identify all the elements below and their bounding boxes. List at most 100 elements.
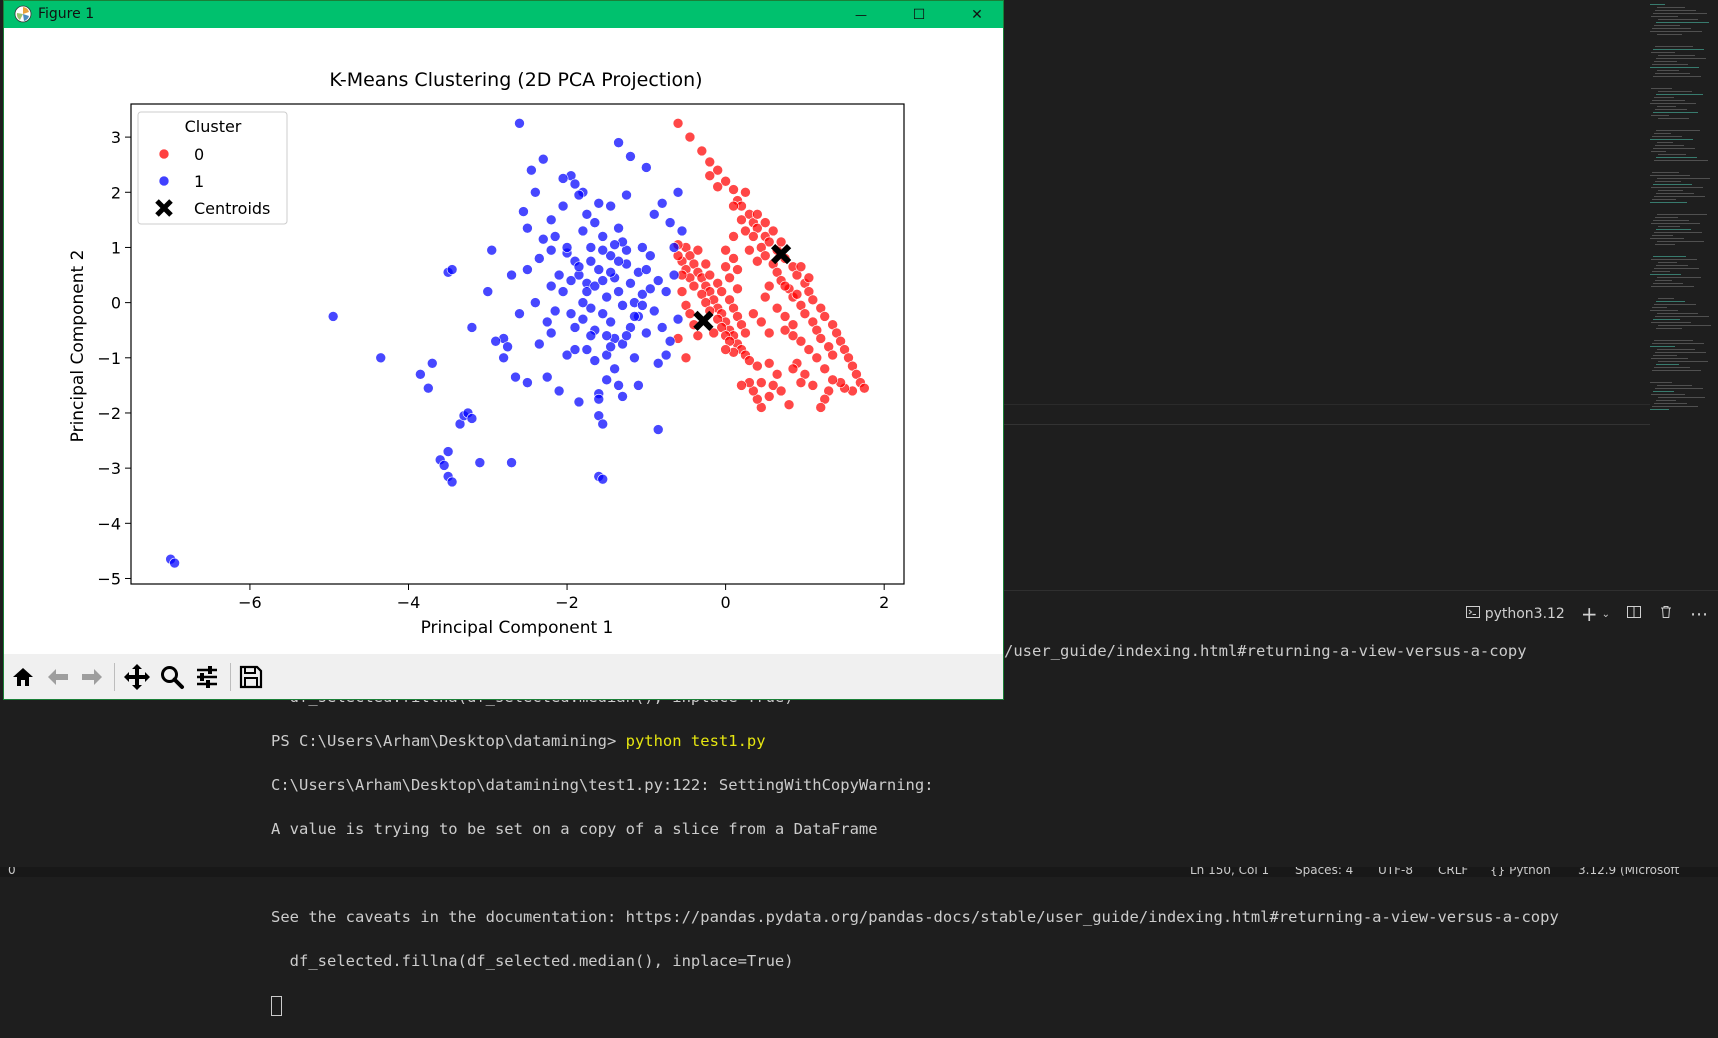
cluster-0-point (755, 377, 767, 388)
subplots-button[interactable] (193, 663, 221, 691)
terminal-output[interactable]: df_selected.fillna(df_selected.median(),… (271, 664, 1711, 1038)
terminal-cursor (271, 995, 282, 1016)
cluster-1-point (593, 198, 605, 209)
minimap-line (1650, 409, 1669, 410)
legend-label-centroids: Centroids (194, 199, 270, 218)
cluster-0-point (700, 258, 712, 270)
cluster-1-point (502, 341, 513, 353)
status-language[interactable]: {} Python (1490, 867, 1551, 877)
status-encoding[interactable]: UTF-8 (1378, 867, 1413, 877)
plot-canvas[interactable]: K-Means Clustering (2D PCA Projection) −… (4, 28, 1003, 654)
minimap-line (1652, 136, 1682, 137)
minimap-line (1653, 256, 1686, 257)
cluster-1-point (581, 286, 593, 297)
cluster-0-point (763, 280, 775, 292)
status-interpreter[interactable]: 3.12.9 (Microsoft Store) (1578, 867, 1680, 877)
cluster-0-point (787, 363, 799, 375)
cluster-1-point (617, 300, 628, 311)
cluster-0-point (775, 385, 787, 397)
cluster-1-point (557, 286, 569, 297)
cluster-1-point (625, 278, 636, 289)
minimap-line (1653, 49, 1704, 50)
cluster-0-point (787, 319, 799, 330)
minimap-line (1653, 283, 1683, 284)
x-axis-label: Principal Component 1 (421, 618, 614, 638)
minimap-line (1655, 388, 1703, 389)
minimap-line (1653, 112, 1698, 113)
minimap-line (1657, 385, 1692, 386)
minimap-line (1658, 55, 1695, 56)
editor-minimap[interactable] (1650, 0, 1718, 420)
status-cursor-position[interactable]: Ln 150, Col 1 (1190, 867, 1270, 877)
terminal-command: python test1.py (625, 732, 766, 750)
cluster-1-point (446, 476, 458, 488)
cluster-0-point (684, 131, 696, 143)
minimap-line (1656, 130, 1700, 131)
minimap-line (1653, 13, 1707, 14)
home-button[interactable] (9, 663, 37, 691)
trash-icon[interactable] (1658, 604, 1674, 624)
cluster-1-point (327, 311, 339, 322)
minimap-line (1655, 109, 1687, 110)
cluster-1-point (664, 335, 676, 347)
maximize-button[interactable]: ☐ (896, 1, 942, 28)
toolbar-separator (230, 663, 231, 691)
cluster-0-point (744, 244, 755, 256)
status-remote[interactable]: 0 (8, 867, 16, 877)
y-tick-label: −5 (97, 569, 121, 588)
cluster-0-point (744, 355, 755, 366)
close-button[interactable]: ✕ (954, 1, 1000, 28)
cluster-0-point (763, 236, 775, 248)
save-button[interactable] (237, 663, 265, 691)
cluster-1-point (589, 280, 601, 292)
cluster-1-point (537, 153, 549, 165)
cluster-1-point (585, 242, 597, 253)
forward-button[interactable] (78, 663, 106, 691)
status-eol[interactable]: CRLF (1438, 867, 1469, 877)
split-terminal-icon[interactable] (1626, 604, 1642, 624)
minimap-line (1655, 46, 1693, 47)
figure-toolbar (4, 654, 1003, 699)
minimap-line (1657, 277, 1701, 278)
status-indentation[interactable]: Spaces: 4 (1295, 867, 1354, 877)
panel-divider (1000, 424, 1650, 425)
y-tick-label: −3 (97, 459, 121, 478)
cluster-0-point (755, 316, 767, 328)
pan-button[interactable] (123, 663, 151, 691)
figure-titlebar[interactable]: Figure 1 — ☐ ✕ (4, 1, 1003, 28)
cluster-0-point (720, 175, 731, 187)
cluster-0-point (684, 308, 696, 319)
minimap-line (1653, 220, 1689, 221)
zoom-button[interactable] (158, 663, 186, 691)
cluster-0-point (763, 358, 775, 369)
cluster-1-point (577, 225, 589, 237)
y-tick-label: −2 (97, 404, 121, 423)
minimap-line (1655, 352, 1706, 353)
cluster-1-point (668, 269, 680, 281)
minimap-line (1657, 241, 1704, 242)
minimap-line (1655, 217, 1678, 218)
cluster-1-point (581, 344, 593, 355)
back-button[interactable] (44, 663, 72, 691)
cluster-1-point (609, 239, 620, 250)
minimap-line (1654, 367, 1690, 368)
new-terminal-button[interactable]: + ⌄ (1581, 602, 1610, 626)
x-tick-label: −2 (555, 593, 579, 612)
terminal-shell-selector[interactable]: python3.12 (1465, 604, 1565, 624)
minimize-button[interactable]: — (838, 1, 884, 28)
forward-arrow-icon (82, 669, 102, 685)
legend-marker-1 (158, 175, 170, 187)
minimap-line (1653, 355, 1677, 356)
minimap-line (1655, 181, 1681, 182)
cluster-1-point (541, 371, 553, 383)
cluster-1-point (534, 253, 545, 264)
cluster-0-point (728, 184, 739, 195)
cluster-1-point (637, 289, 648, 300)
minimap-line (1653, 319, 1680, 320)
more-actions-icon[interactable]: ⋯ (1690, 603, 1708, 625)
cluster-0-point (807, 294, 819, 306)
cluster-1-point (514, 118, 525, 129)
cluster-1-point (641, 162, 652, 173)
cluster-1-point (549, 305, 561, 317)
minimap-line (1654, 196, 1705, 197)
